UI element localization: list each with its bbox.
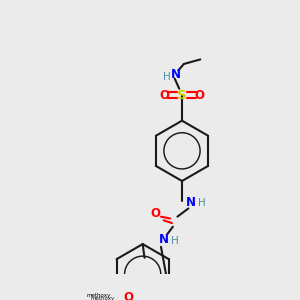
Text: N: N	[171, 68, 181, 82]
Text: H: H	[198, 198, 206, 208]
Text: H: H	[171, 236, 178, 246]
Text: O: O	[160, 88, 170, 102]
Text: O: O	[151, 207, 160, 220]
Text: methoxy: methoxy	[87, 293, 111, 298]
Text: N: N	[186, 196, 196, 209]
Text: methoxy: methoxy	[90, 296, 115, 300]
Text: O: O	[194, 88, 204, 102]
Text: O: O	[123, 291, 133, 300]
Text: S: S	[177, 88, 187, 102]
Text: H: H	[163, 72, 170, 82]
Text: N: N	[159, 233, 169, 246]
